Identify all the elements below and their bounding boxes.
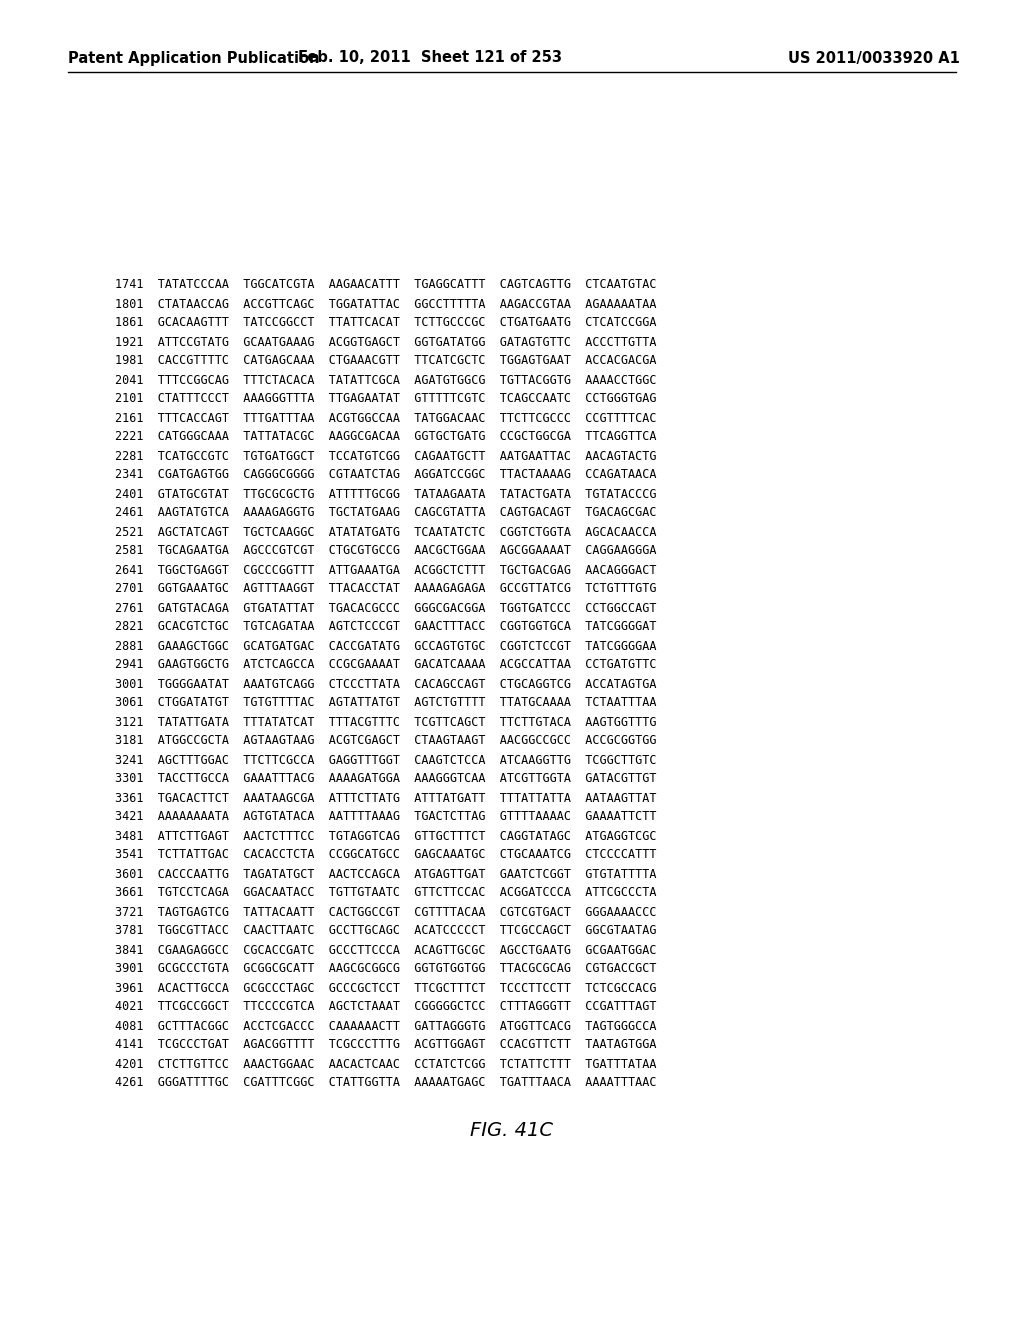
- Text: 3601  CACCCAATTG  TAGATATGCT  AACTCCAGCA  ATGAGTTGAT  GAATCTCGGT  GTGTATTTTA: 3601 CACCCAATTG TAGATATGCT AACTCCAGCA AT…: [115, 867, 656, 880]
- Text: 4261  GGGATTTTGC  CGATTTCGGC  CTATTGGTTA  AAAAATGAGC  TGATTTAACA  AAAATTTAAC: 4261 GGGATTTTGC CGATTTCGGC CTATTGGTTA AA…: [115, 1077, 656, 1089]
- Text: FIG. 41C: FIG. 41C: [470, 1121, 554, 1139]
- Text: 3901  GCGCCCTGTA  GCGGCGCATT  AAGCGCGGCG  GGTGTGGTGG  TTACGCGCAG  CGTGACCGCT: 3901 GCGCCCTGTA GCGGCGCATT AAGCGCGGCG GG…: [115, 962, 656, 975]
- Text: 3061  CTGGATATGT  TGTGTTTTAC  AGTATTATGT  AGTCTGTTTT  TTATGCAAAA  TCTAATTTAA: 3061 CTGGATATGT TGTGTTTTAC AGTATTATGT AG…: [115, 697, 656, 710]
- Text: 2461  AAGTATGTCA  AAAAGAGGTG  TGCTATGAAG  CAGCGTATTA  CAGTGACAGT  TGACAGCGAC: 2461 AAGTATGTCA AAAAGAGGTG TGCTATGAAG CA…: [115, 507, 656, 520]
- Text: 3421  AAAAAAAATA  AGTGTATACA  AATTTTAAAG  TGACTCTTAG  GTTTTAAAAC  GAAAATTCTT: 3421 AAAAAAAATA AGTGTATACA AATTTTAAAG TG…: [115, 810, 656, 824]
- Text: 3301  TACCTTGCCA  GAAATTTACG  AAAAGATGGA  AAAGGGTCAA  ATCGTTGGTA  GATACGTTGT: 3301 TACCTTGCCA GAAATTTACG AAAAGATGGA AA…: [115, 772, 656, 785]
- Text: Patent Application Publication: Patent Application Publication: [68, 50, 319, 66]
- Text: 3661  TGTCCTCAGA  GGACAATACC  TGTTGTAATC  GTTCTTCCAC  ACGGATCCCA  ATTCGCCCTA: 3661 TGTCCTCAGA GGACAATACC TGTTGTAATC GT…: [115, 887, 656, 899]
- Text: 4021  TTCGCCGGCT  TTCCCCGTCA  AGCTCTAAAT  CGGGGGCTCC  CTTTAGGGTT  CCGATTTAGT: 4021 TTCGCCGGCT TTCCCCGTCA AGCTCTAAAT CG…: [115, 1001, 656, 1014]
- Text: 2161  TTTCACCAGT  TTTGATTTAA  ACGTGGCCAA  TATGGACAAC  TTCTTCGCCC  CCGTTTTCAC: 2161 TTTCACCAGT TTTGATTTAA ACGTGGCCAA TA…: [115, 412, 656, 425]
- Text: Feb. 10, 2011  Sheet 121 of 253: Feb. 10, 2011 Sheet 121 of 253: [298, 50, 562, 66]
- Text: 1921  ATTCCGTATG  GCAATGAAAG  ACGGTGAGCT  GGTGATATGG  GATAGTGTTC  ACCCTTGTTA: 1921 ATTCCGTATG GCAATGAAAG ACGGTGAGCT GG…: [115, 335, 656, 348]
- Text: 3841  CGAAGAGGCC  CGCACCGATC  GCCCTTCCCA  ACAGTTGCGC  AGCCTGAATG  GCGAATGGAC: 3841 CGAAGAGGCC CGCACCGATC GCCCTTCCCA AC…: [115, 944, 656, 957]
- Text: 1741  TATATCCCAA  TGGCATCGTA  AAGAACATTT  TGAGGCATTT  CAGTCAGTTG  CTCAATGTAC: 1741 TATATCCCAA TGGCATCGTA AAGAACATTT TG…: [115, 279, 656, 292]
- Text: 3181  ATGGCCGCTA  AGTAAGTAAG  ACGTCGAGCT  CTAAGTAAGT  AACGGCCGCC  ACCGCGGTGG: 3181 ATGGCCGCTA AGTAAGTAAG ACGTCGAGCT CT…: [115, 734, 656, 747]
- Text: 3481  ATTCTTGAGT  AACTCTTTCC  TGTAGGTCAG  GTTGCTTTCT  CAGGTATAGC  ATGAGGTCGC: 3481 ATTCTTGAGT AACTCTTTCC TGTAGGTCAG GT…: [115, 829, 656, 842]
- Text: 2761  GATGTACAGA  GTGATATTAT  TGACACGCCC  GGGCGACGGA  TGGTGATCCC  CCTGGCCAGT: 2761 GATGTACAGA GTGATATTAT TGACACGCCC GG…: [115, 602, 656, 615]
- Text: 1801  CTATAACCAG  ACCGTTCAGC  TGGATATTAC  GGCCTTTTTA  AAGACCGTAA  AGAAAAATAA: 1801 CTATAACCAG ACCGTTCAGC TGGATATTAC GG…: [115, 297, 656, 310]
- Text: 2821  GCACGTCTGC  TGTCAGATAA  AGTCTCCCGT  GAACTTTACC  CGGTGGTGCA  TATCGGGGAT: 2821 GCACGTCTGC TGTCAGATAA AGTCTCCCGT GA…: [115, 620, 656, 634]
- Text: 2101  CTATTTCCCT  AAAGGGTTTA  TTGAGAATAT  GTTTTTCGTC  TCAGCCAATC  CCTGGGTGAG: 2101 CTATTTCCCT AAAGGGTTTA TTGAGAATAT GT…: [115, 392, 656, 405]
- Text: 3961  ACACTTGCCA  GCGCCCTAGC  GCCCGCTCCT  TTCGCTTTCT  TCCCTTCCTT  TCTCGCCACG: 3961 ACACTTGCCA GCGCCCTAGC GCCCGCTCCT TT…: [115, 982, 656, 994]
- Text: 2401  GTATGCGTAT  TTGCGCGCTG  ATTTTTGCGG  TATAAGAATA  TATACTGATA  TGTATACCCG: 2401 GTATGCGTAT TTGCGCGCTG ATTTTTGCGG TA…: [115, 487, 656, 500]
- Text: 2701  GGTGAAATGC  AGTTTAAGGT  TTACACCTAT  AAAAGAGAGA  GCCGTTATCG  TCTGTTTGTG: 2701 GGTGAAATGC AGTTTAAGGT TTACACCTAT AA…: [115, 582, 656, 595]
- Text: 4201  CTCTTGTTCC  AAACTGGAAC  AACACTCAAC  CCTATCTCGG  TCTATTCTTT  TGATTTATAA: 4201 CTCTTGTTCC AAACTGGAAC AACACTCAAC CC…: [115, 1057, 656, 1071]
- Text: 3721  TAGTGAGTCG  TATTACAATT  CACTGGCCGT  CGTTTTACAA  CGTCGTGACT  GGGAAAACCC: 3721 TAGTGAGTCG TATTACAATT CACTGGCCGT CG…: [115, 906, 656, 919]
- Text: 3241  AGCTTTGGAC  TTCTTCGCCA  GAGGTTTGGT  CAAGTCTCCA  ATCAAGGTTG  TCGGCTTGTC: 3241 AGCTTTGGAC TTCTTCGCCA GAGGTTTGGT CA…: [115, 754, 656, 767]
- Text: 4081  GCTTTACGGC  ACCTCGACCC  CAAAAAACTT  GATTAGGGTG  ATGGTTCACG  TAGTGGGCCA: 4081 GCTTTACGGC ACCTCGACCC CAAAAAACTT GA…: [115, 1019, 656, 1032]
- Text: US 2011/0033920 A1: US 2011/0033920 A1: [788, 50, 961, 66]
- Text: 2521  AGCTATCAGT  TGCTCAAGGC  ATATATGATG  TCAATATCTC  CGGTCTGGTA  AGCACAACCA: 2521 AGCTATCAGT TGCTCAAGGC ATATATGATG TC…: [115, 525, 656, 539]
- Text: 2281  TCATGCCGTC  TGTGATGGCT  TCCATGTCGG  CAGAATGCTT  AATGAATTAC  AACAGTACTG: 2281 TCATGCCGTC TGTGATGGCT TCCATGTCGG CA…: [115, 450, 656, 462]
- Text: 1981  CACCGTTTTC  CATGAGCAAA  CTGAAACGTT  TTCATCGCTC  TGGAGTGAAT  ACCACGACGA: 1981 CACCGTTTTC CATGAGCAAA CTGAAACGTT TT…: [115, 355, 656, 367]
- Text: 1861  GCACAAGTTT  TATCCGGCCT  TTATTCACAT  TCTTGCCCGC  CTGATGAATG  CTCATCCGGA: 1861 GCACAAGTTT TATCCGGCCT TTATTCACAT TC…: [115, 317, 656, 330]
- Text: 3121  TATATTGATA  TTTATATCAT  TTTACGTTTC  TCGTTCAGCT  TTCTTGTACA  AAGTGGTTTG: 3121 TATATTGATA TTTATATCAT TTTACGTTTC TC…: [115, 715, 656, 729]
- Text: 2941  GAAGTGGCTG  ATCTCAGCCA  CCGCGAAAAT  GACATCAAAA  ACGCCATTAA  CCTGATGTTC: 2941 GAAGTGGCTG ATCTCAGCCA CCGCGAAAAT GA…: [115, 659, 656, 672]
- Text: 3001  TGGGGAATAT  AAATGTCAGG  CTCCCTTATA  CACAGCCAGT  CTGCAGGTCG  ACCATAGTGA: 3001 TGGGGAATAT AAATGTCAGG CTCCCTTATA CA…: [115, 677, 656, 690]
- Text: 2881  GAAAGCTGGC  GCATGATGAC  CACCGATATG  GCCAGTGTGC  CGGTCTCCGT  TATCGGGGAA: 2881 GAAAGCTGGC GCATGATGAC CACCGATATG GC…: [115, 639, 656, 652]
- Text: 2641  TGGCTGAGGT  CGCCCGGTTT  ATTGAAATGA  ACGGCTCTTT  TGCTGACGAG  AACAGGGACT: 2641 TGGCTGAGGT CGCCCGGTTT ATTGAAATGA AC…: [115, 564, 656, 577]
- Text: 3361  TGACACTTCT  AAATAAGCGA  ATTTCTTATG  ATTTATGATT  TTTATTATTA  AATAAGTTAT: 3361 TGACACTTCT AAATAAGCGA ATTTCTTATG AT…: [115, 792, 656, 804]
- Text: 2341  CGATGAGTGG  CAGGGCGGGG  CGTAATCTAG  AGGATCCGGC  TTACTAAAAG  CCAGATAACA: 2341 CGATGAGTGG CAGGGCGGGG CGTAATCTAG AG…: [115, 469, 656, 482]
- Text: 3541  TCTTATTGAC  CACACCTCTA  CCGGCATGCC  GAGCAAATGC  CTGCAAATCG  CTCCCCATTT: 3541 TCTTATTGAC CACACCTCTA CCGGCATGCC GA…: [115, 849, 656, 862]
- Text: 3781  TGGCGTTACC  CAACTTAATC  GCCTTGCAGC  ACATCCCCCT  TTCGCCAGCT  GGCGTAATAG: 3781 TGGCGTTACC CAACTTAATC GCCTTGCAGC AC…: [115, 924, 656, 937]
- Text: 4141  TCGCCCTGAT  AGACGGTTTT  TCGCCCTTTG  ACGTTGGAGT  CCACGTTCTT  TAATAGTGGA: 4141 TCGCCCTGAT AGACGGTTTT TCGCCCTTTG AC…: [115, 1039, 656, 1052]
- Text: 2221  CATGGGCAAA  TATTATACGC  AAGGCGACAA  GGTGCTGATG  CCGCTGGCGA  TTCAGGTTCA: 2221 CATGGGCAAA TATTATACGC AAGGCGACAA GG…: [115, 430, 656, 444]
- Text: 2581  TGCAGAATGA  AGCCCGTCGT  CTGCGTGCCG  AACGCTGGAA  AGCGGAAAAT  CAGGAAGGGA: 2581 TGCAGAATGA AGCCCGTCGT CTGCGTGCCG AA…: [115, 544, 656, 557]
- Text: 2041  TTTCCGGCAG  TTTCTACACA  TATATTCGCA  AGATGTGGCG  TGTTACGGTG  AAAACCTGGC: 2041 TTTCCGGCAG TTTCTACACA TATATTCGCA AG…: [115, 374, 656, 387]
